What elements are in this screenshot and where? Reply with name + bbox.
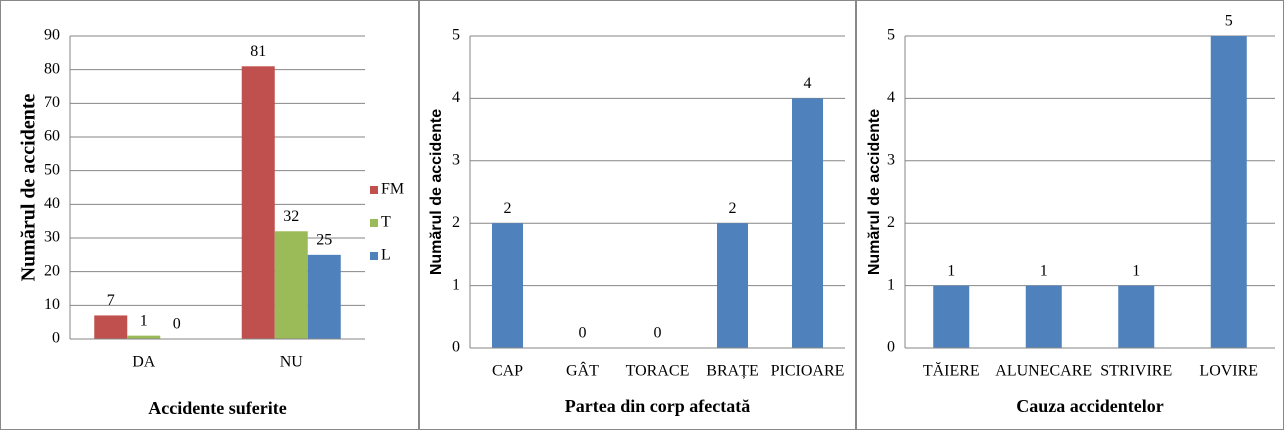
- bar: [492, 223, 523, 348]
- x-tick-label: TORACE: [626, 363, 690, 380]
- x-tick-label: NU: [280, 354, 304, 371]
- value-label: 0: [654, 325, 662, 342]
- y-tick-label: 70: [44, 94, 60, 111]
- y-axis-label: Numărul de accidente: [18, 94, 40, 282]
- value-label: 1: [1132, 262, 1140, 279]
- y-tick-label: 3: [887, 151, 895, 168]
- bar: [1025, 285, 1062, 348]
- value-label: 81: [250, 43, 266, 60]
- legend-swatch: [370, 186, 378, 194]
- x-tick-label: DA: [132, 354, 156, 371]
- bar: [792, 98, 823, 349]
- value-label: 7: [107, 292, 115, 309]
- y-tick-label: 2: [452, 214, 460, 231]
- y-tick-label: 0: [452, 339, 460, 356]
- y-tick-label: 1: [887, 276, 895, 293]
- value-label: 25: [316, 232, 332, 249]
- y-tick-label: 20: [44, 262, 60, 279]
- y-tick-label: 2: [887, 214, 895, 231]
- y-tick-label: 0: [52, 330, 60, 347]
- y-tick-label: 40: [44, 195, 60, 212]
- y-tick-label: 4: [887, 89, 895, 106]
- bar: [933, 285, 970, 348]
- y-tick-label: 0: [887, 339, 895, 356]
- value-label: 0: [173, 316, 181, 333]
- x-axis-label: Partea din corp afectată: [565, 396, 750, 416]
- y-tick-label: 90: [44, 27, 60, 44]
- x-tick-label: TĂIERE: [923, 361, 980, 380]
- value-label: 2: [729, 200, 737, 217]
- legend-label: T: [381, 214, 391, 231]
- legend-label: FM: [381, 181, 404, 198]
- value-label: 1: [140, 312, 148, 329]
- bar: [94, 315, 128, 339]
- y-tick-label: 10: [44, 296, 60, 313]
- value-label: 4: [804, 75, 812, 92]
- value-label: 2: [504, 200, 512, 217]
- x-tick-label: GÂT: [566, 361, 599, 380]
- bar: [1118, 285, 1155, 348]
- x-tick-label: LOVIRE: [1199, 363, 1258, 380]
- value-label: 1: [1040, 262, 1048, 279]
- legend-label: L: [381, 247, 391, 264]
- x-tick-label: CAP: [492, 363, 523, 380]
- bar: [241, 66, 275, 340]
- value-label: 5: [1225, 13, 1233, 30]
- y-tick-label: 30: [44, 229, 60, 246]
- y-tick-label: 5: [452, 27, 460, 44]
- bar: [274, 231, 308, 339]
- bar: [127, 335, 161, 339]
- panel: [419, 0, 856, 430]
- y-tick-label: 5: [887, 27, 895, 44]
- y-tick-label: 1: [452, 276, 460, 293]
- x-tick-label: STRIVIRE: [1100, 363, 1172, 380]
- x-tick-label: PICIOARE: [771, 363, 845, 380]
- value-label: 32: [283, 208, 299, 225]
- x-tick-label: ALUNECARE: [995, 363, 1092, 380]
- x-axis-label: Cauza accidentelor: [1016, 396, 1163, 416]
- value-label: 0: [579, 325, 587, 342]
- legend-swatch: [370, 252, 378, 260]
- bar: [307, 254, 341, 339]
- y-axis-label: Numărul de accidente: [866, 109, 883, 275]
- y-axis-label: Numărul de accidente: [428, 109, 445, 275]
- value-label: 1: [947, 262, 955, 279]
- y-tick-label: 80: [44, 60, 60, 77]
- y-tick-label: 4: [452, 89, 460, 106]
- bar: [717, 223, 748, 348]
- legend-swatch: [370, 219, 378, 227]
- x-tick-label: BRAȚE: [706, 363, 758, 380]
- x-axis-label: Accidente suferite: [148, 398, 286, 418]
- y-tick-label: 50: [44, 161, 60, 178]
- y-tick-label: 60: [44, 128, 60, 145]
- y-tick-label: 3: [452, 151, 460, 168]
- bar: [1210, 36, 1247, 348]
- panel: [0, 0, 419, 430]
